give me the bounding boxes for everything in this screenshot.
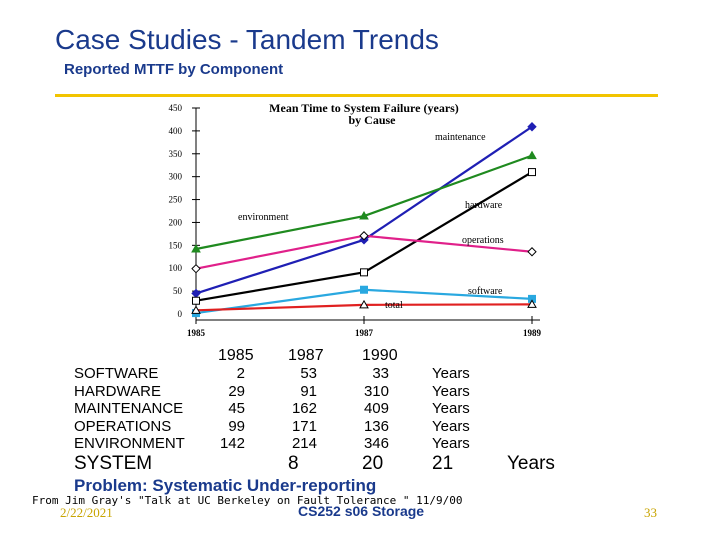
table-cell: 310 <box>363 382 389 400</box>
table-cell: 162 <box>291 400 317 417</box>
y-tick-label: 350 <box>169 149 183 159</box>
footer-page-number: 33 <box>644 505 657 520</box>
table-cell: 214 <box>291 435 317 452</box>
data-point-maintenance <box>191 288 201 299</box>
data-point-hardware <box>192 296 200 305</box>
data-point-total <box>191 305 201 314</box>
table-row-label: SOFTWARE <box>74 365 159 382</box>
table-row-label: ENVIRONMENT <box>74 435 185 452</box>
x-tick-label: 1987 <box>355 328 374 338</box>
footer-date: 2/22/2021 <box>60 505 113 520</box>
slide-subtitle: Reported MTTF by Component <box>64 61 284 78</box>
y-tick-label: 50 <box>173 286 183 296</box>
y-tick-label: 450 <box>169 103 183 113</box>
y-tick-label: 150 <box>169 240 183 250</box>
table-cell: 91 <box>300 382 317 400</box>
data-point-environment <box>527 150 537 160</box>
series-label-operations: operations <box>462 235 504 246</box>
y-tick-label: 400 <box>169 126 183 136</box>
data-point-operations <box>191 263 201 274</box>
table-cell: 346 <box>363 435 389 452</box>
table-header-1990: 1990 <box>362 347 398 364</box>
system-label: SYSTEM <box>74 453 153 474</box>
source-citation: From Jim Gray's "Talk at UC Berkeley on … <box>32 494 463 507</box>
title-underline <box>55 94 658 97</box>
series-label-maintenance: maintenance <box>435 132 486 143</box>
footer-course: CS252 s06 Storage <box>298 503 425 519</box>
series-label-software: software <box>468 286 503 297</box>
x-tick-label: 1985 <box>187 328 206 338</box>
table-row-label: MAINTENANCE <box>74 400 184 417</box>
chart-title: by Cause <box>348 113 396 127</box>
table-row-unit: Years <box>432 417 470 435</box>
y-tick-label: 0 <box>178 309 183 319</box>
slide-title: Case Studies - Tandem Trends <box>55 24 439 55</box>
system-unit: Years <box>507 453 555 474</box>
system-value-1985: 8 <box>288 453 299 474</box>
data-point-environment <box>359 211 369 220</box>
chart-title: Mean Time to System Failure (years) <box>269 101 459 115</box>
table-row-label: OPERATIONS <box>74 417 172 435</box>
data-point-software <box>360 285 368 294</box>
data-point-hardware <box>528 168 536 177</box>
table-header-1987: 1987 <box>288 347 324 364</box>
table-row-unit: Years <box>432 435 470 452</box>
data-point-operations <box>527 247 537 257</box>
y-tick-label: 200 <box>169 217 183 227</box>
table-header-1985: 1985 <box>218 347 254 364</box>
table-cell: 136 <box>363 417 389 435</box>
series-label-total: total <box>385 300 403 311</box>
y-tick-label: 100 <box>169 263 183 273</box>
data-point-total <box>527 299 537 308</box>
system-value-1987: 20 <box>362 453 384 474</box>
series-label-hardware: hardware <box>465 200 503 211</box>
problem-statement: Problem: Systematic Under-reporting <box>74 476 377 495</box>
table-cell: 142 <box>219 435 245 452</box>
table-row-unit: Years <box>432 365 470 382</box>
data-point-environment <box>191 243 201 253</box>
data-point-maintenance <box>527 122 537 132</box>
table-cell: 171 <box>291 417 317 435</box>
series-label-environment: environment <box>238 212 289 223</box>
table-cell: 2 <box>236 365 245 382</box>
data-point-hardware <box>360 268 368 277</box>
data-point-total <box>359 299 369 309</box>
system-value-1990: 21 <box>432 453 454 474</box>
table-cell: 33 <box>372 365 389 382</box>
y-tick-label: 250 <box>169 195 183 205</box>
table-cell: 99 <box>228 417 245 435</box>
table-cell: 409 <box>363 400 389 417</box>
data-point-operations <box>359 231 369 241</box>
table-cell: 53 <box>300 365 317 382</box>
table-row-unit: Years <box>432 382 470 400</box>
table-cell: 29 <box>228 382 245 400</box>
table-row-unit: Years <box>432 400 470 417</box>
table-row-label: HARDWARE <box>74 382 161 400</box>
x-tick-label: 1989 <box>523 328 542 338</box>
y-tick-label: 300 <box>169 172 183 182</box>
mttf-line-chart: 0 50 100 150 200 250 300 350 400 450 1985 1987 1989 M… <box>169 101 542 338</box>
table-cell: 45 <box>228 400 245 417</box>
